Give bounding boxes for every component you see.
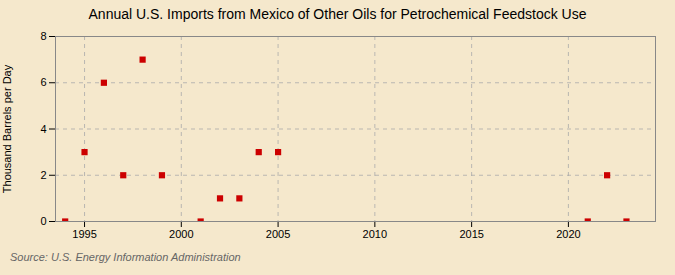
svg-text:Thousand Barrels per Day: Thousand Barrels per Day bbox=[1, 64, 13, 193]
svg-text:2005: 2005 bbox=[266, 228, 290, 240]
svg-text:2015: 2015 bbox=[459, 228, 483, 240]
svg-text:2010: 2010 bbox=[363, 228, 387, 240]
svg-text:1995: 1995 bbox=[72, 228, 96, 240]
html-text:Source: U.S. Energy Informatio: Source: U.S. Energy Information Administ… bbox=[10, 251, 241, 263]
svg-text:4: 4 bbox=[40, 123, 46, 135]
svg-text:0: 0 bbox=[40, 215, 46, 227]
html-text:Annual U.S. Imports from Mexic: Annual U.S. Imports from Mexico of Other… bbox=[88, 6, 587, 22]
svg-text:2: 2 bbox=[40, 169, 46, 181]
svg-text:2000: 2000 bbox=[169, 228, 193, 240]
svg-text:2020: 2020 bbox=[556, 228, 580, 240]
svg-text:6: 6 bbox=[40, 76, 46, 88]
svg-text:8: 8 bbox=[40, 30, 46, 42]
